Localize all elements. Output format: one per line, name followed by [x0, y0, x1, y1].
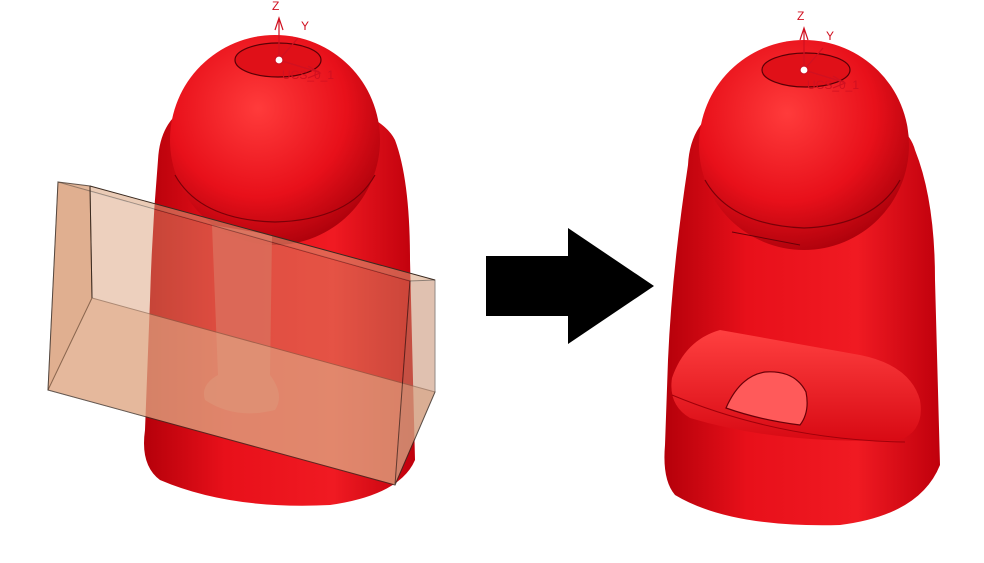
- right-sphere: [699, 40, 909, 250]
- cut-box-right: [394, 279, 436, 486]
- left-axis-z-label: Z: [272, 0, 279, 13]
- right-axis-z-label: Z: [797, 9, 804, 23]
- left-model: Z Y UCS_0_1: [47, 0, 436, 506]
- right-model: Z Y UCS_0_1: [664, 9, 940, 526]
- left-collar: [174, 174, 376, 223]
- right-cut-edge: [671, 394, 906, 443]
- right-collar: [704, 179, 901, 229]
- cut-box: [47, 181, 436, 486]
- cut-box-edge-top: [89, 185, 436, 281]
- right-collar-lip: [731, 231, 801, 246]
- right-ucs-label: UCS_0_1: [807, 78, 859, 92]
- left-ucs-label: UCS_0_1: [282, 68, 334, 82]
- left-coordinate-triad-icon: [274, 16, 322, 79]
- right-axis-y-label: Y: [826, 29, 834, 43]
- cut-box-back: [58, 182, 435, 281]
- right-arrow-icon: [486, 228, 654, 344]
- right-pillar-stub: [725, 371, 808, 426]
- right-coordinate-triad-icon: [799, 26, 847, 89]
- left-axis-y-label: Y: [301, 19, 309, 33]
- cut-box-edge: [89, 185, 93, 299]
- left-sphere: [170, 35, 380, 245]
